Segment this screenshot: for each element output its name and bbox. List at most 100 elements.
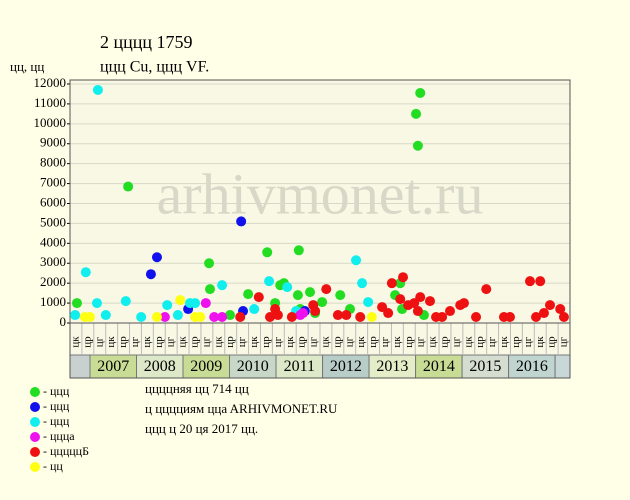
point	[85, 312, 95, 323]
point	[351, 255, 362, 266]
x-sublabel: цк	[284, 336, 296, 348]
point	[243, 289, 254, 300]
y-tick-label: 2000	[40, 274, 66, 289]
note: ццццняя цц 714 цц	[145, 381, 249, 396]
point	[481, 284, 492, 295]
year-label: 2015	[469, 358, 501, 375]
x-sublabel: цг	[486, 336, 498, 347]
x-sublabel: цк	[177, 336, 189, 348]
point	[253, 292, 264, 303]
year-cell	[69, 354, 91, 379]
point	[286, 312, 297, 323]
point	[292, 290, 303, 301]
point	[535, 276, 546, 287]
note: ццц ц 20 ця 2017 цц.	[145, 421, 258, 436]
x-sublabel: цр	[510, 336, 522, 348]
point	[545, 300, 555, 311]
point	[305, 287, 315, 298]
point	[272, 310, 283, 321]
y-axis-label: цц, цц	[10, 59, 44, 74]
point	[159, 312, 170, 323]
year-label: 2010	[237, 358, 269, 375]
y-tick-label: 7000	[40, 175, 66, 190]
x-sublabel: цк	[427, 336, 439, 348]
point	[412, 140, 423, 151]
point	[70, 310, 81, 321]
x-sublabel: цк	[212, 336, 224, 348]
x-sublabel: цк	[534, 336, 546, 348]
y-tick-label: 1000	[40, 294, 66, 309]
chart-title: 2 цццц 1759	[100, 32, 193, 52]
point	[310, 306, 321, 317]
x-sublabel: цг	[165, 336, 177, 347]
year-label: 2009	[190, 358, 222, 375]
legend-marker	[30, 462, 40, 472]
chart-subtitle: ццц Cu, ццц VF.	[100, 59, 209, 76]
point	[415, 292, 426, 303]
x-sublabel: цг	[379, 336, 391, 347]
point	[282, 282, 293, 293]
x-sublabel: цг	[272, 336, 284, 347]
point	[249, 304, 260, 315]
x-sublabel: цр	[367, 336, 379, 348]
y-tick-label: 10000	[34, 115, 67, 130]
x-sublabel: цр	[546, 336, 558, 348]
x-sublabel: цк	[69, 336, 81, 348]
x-sublabel: цг	[522, 336, 534, 347]
x-sublabel: цг	[308, 336, 320, 347]
y-tick-label: 5000	[40, 214, 66, 229]
point	[411, 108, 422, 119]
point	[123, 181, 134, 192]
point	[298, 308, 309, 319]
point	[366, 312, 377, 323]
y-tick-label: 6000	[40, 194, 66, 209]
x-sublabel: цр	[81, 336, 93, 348]
point	[293, 245, 304, 256]
x-sublabel: цр	[260, 336, 272, 348]
x-sublabel: цг	[450, 336, 462, 347]
point	[265, 312, 275, 323]
point	[204, 258, 215, 269]
point	[190, 298, 201, 309]
legend-label: - ццц	[43, 384, 70, 398]
point	[264, 276, 275, 287]
legend-marker	[30, 387, 40, 397]
point	[145, 269, 156, 280]
point	[91, 298, 102, 309]
legend-marker	[30, 447, 40, 457]
x-sublabel: цр	[117, 336, 129, 348]
year-label: 2012	[330, 358, 362, 375]
point	[425, 296, 435, 307]
y-tick-label: 8000	[40, 155, 66, 170]
year-label: 2016	[516, 358, 548, 375]
legend-label: - цц	[43, 459, 63, 473]
year-cell	[554, 354, 571, 379]
point	[200, 298, 211, 309]
y-tick-label: 9000	[40, 135, 66, 150]
point	[357, 278, 368, 289]
x-sublabel: цг	[558, 336, 570, 347]
x-sublabel: цг	[343, 336, 355, 347]
point	[136, 312, 147, 323]
x-sublabel: цк	[391, 336, 403, 348]
point	[236, 216, 247, 227]
point	[151, 252, 162, 263]
point	[321, 284, 332, 295]
point	[80, 267, 91, 278]
point	[363, 297, 374, 308]
point	[355, 312, 366, 323]
legend-label: - цццццБ	[43, 444, 89, 458]
point	[437, 312, 448, 323]
y-tick-label: 3000	[40, 254, 66, 269]
point	[558, 312, 569, 323]
point	[217, 280, 228, 291]
year-label: 2007	[97, 358, 129, 375]
point	[209, 312, 220, 323]
point	[398, 272, 409, 283]
point	[335, 290, 346, 301]
point	[332, 310, 343, 321]
x-sublabel: цг	[236, 336, 248, 347]
point	[445, 306, 455, 317]
year-label: 2008	[144, 358, 176, 375]
point	[386, 278, 397, 289]
